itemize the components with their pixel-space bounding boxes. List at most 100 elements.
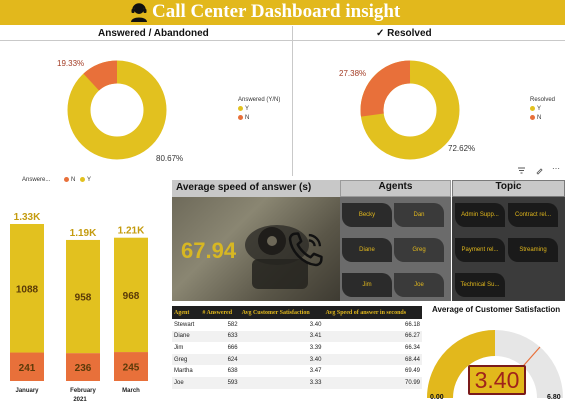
column-header-satisfaction[interactable]: Avg Customer Satisfaction — [239, 306, 324, 319]
monthly-legend-title: Answere... — [22, 177, 51, 183]
legend-dot — [530, 106, 535, 111]
agent-performance-table: Agent # Answered Avg Customer Satisfacti… — [172, 306, 422, 389]
column-header-answered[interactable]: # Answered — [200, 306, 240, 319]
bar-value-label: 236 — [75, 363, 92, 374]
bar-value-label: 241 — [19, 363, 36, 374]
agents-title: Agents — [378, 181, 413, 192]
cell-agent: Martha — [174, 368, 193, 375]
bar-y-march[interactable] — [114, 237, 148, 353]
topic-button-admin-support[interactable]: Admin Supp... — [455, 203, 505, 227]
legend-dot — [238, 115, 243, 120]
monthly-stacked-bar-chart[interactable]: 241 1088 1.33K January 236 958 1.19K February 24… — [0, 188, 172, 409]
cell-agent: Jim — [174, 344, 184, 351]
table-header-row: Agent # Answered Avg Customer Satisfacti… — [172, 306, 422, 319]
topic-button-contract-related[interactable]: Contract rel... — [508, 203, 558, 227]
answered-slice-y[interactable] — [67, 60, 167, 160]
cell-satisfaction: 3.47 — [309, 368, 322, 375]
answered-slice-n[interactable] — [83, 60, 118, 91]
bar-y-january[interactable] — [10, 224, 44, 353]
cell-speed: 66.27 — [323, 330, 422, 343]
cell-satisfaction: 3.40 — [239, 353, 324, 366]
filter-icon[interactable] — [517, 166, 526, 175]
legend-dot — [238, 106, 243, 111]
answered-panel-title: Answered / Abandoned — [98, 28, 209, 39]
gauge-fill — [427, 330, 496, 399]
agent-button-dan[interactable]: Dan — [394, 203, 444, 227]
resolved-n-percent: 27.38% — [339, 69, 367, 78]
legend-dot — [80, 177, 85, 182]
topic-button-streaming[interactable]: Streaming — [508, 238, 558, 262]
cell-satisfaction: 3.41 — [239, 330, 324, 343]
cell-satisfaction: 3.33 — [239, 376, 324, 389]
bar-n-march[interactable] — [114, 352, 148, 381]
headset-agent-icon — [131, 3, 147, 22]
agent-button-jim[interactable]: Jim — [342, 273, 392, 297]
column-header-agent[interactable]: Agent — [172, 306, 201, 319]
monthly-legend-y[interactable]: Y — [80, 177, 91, 183]
gauge-target-marker — [522, 346, 541, 367]
resolved-legend-y[interactable]: Y — [530, 106, 541, 112]
cell-agent: Greg — [172, 353, 201, 366]
cell-answered: 593 — [200, 376, 240, 389]
bar-category-label: February — [70, 388, 96, 394]
table-row: Martha 638 3.47 69.49 — [172, 365, 422, 377]
bar-total-label: 1.33K — [14, 212, 41, 223]
cell-satisfaction: 3.39 — [309, 344, 322, 351]
cell-answered: 624 — [200, 353, 240, 366]
cell-speed: 66.34 — [404, 344, 420, 351]
monthly-legend-n[interactable]: N — [64, 177, 75, 183]
resolved-slice-n[interactable] — [360, 60, 411, 117]
bar-value-label: 958 — [75, 293, 92, 304]
dashboard-title: Call Center Dashboard insight — [152, 1, 401, 22]
agent-button-greg[interactable]: Greg — [394, 238, 444, 262]
bar-value-label: 1088 — [16, 284, 39, 295]
agent-button-diane[interactable]: Diane — [342, 238, 392, 262]
table-row: Jim 666 3.39 66.34 — [172, 342, 422, 354]
column-header-speed[interactable]: Avg Speed of answer in seconds — [323, 306, 422, 319]
agent-button-becky[interactable]: Becky — [342, 203, 392, 227]
answered-legend-y[interactable]: Y — [238, 106, 249, 112]
resolved-y-percent: 72.62% — [448, 144, 476, 153]
resolved-donut-chart[interactable] — [355, 55, 465, 165]
phone-call-icon — [288, 232, 323, 267]
topic-button-technical-support[interactable]: Technical Su... — [455, 273, 505, 297]
speed-panel-title: Average speed of answer (s) — [176, 182, 312, 193]
header-divider — [0, 40, 565, 41]
agents-header — [340, 180, 451, 197]
legend-dot — [64, 177, 69, 182]
bar-value-label: 968 — [123, 291, 140, 302]
agent-button-joe[interactable]: Joe — [394, 273, 444, 297]
bar-total-label: 1.19K — [70, 228, 97, 239]
bar-y-february[interactable] — [66, 239, 100, 354]
resolved-legend-title: Resolved — [530, 97, 556, 103]
more-options-icon[interactable]: ⋯ — [552, 164, 560, 173]
bar-category-label: March — [122, 388, 140, 394]
gauge-min-label: 0.00 — [430, 394, 444, 401]
cell-satisfaction: 3.40 — [309, 321, 322, 328]
cell-speed: 70.99 — [323, 376, 422, 389]
table-row: Diane 633 3.41 66.27 — [172, 330, 422, 343]
satisfaction-gauge[interactable] — [424, 312, 565, 409]
table-row: Stewart 582 3.40 66.18 — [172, 319, 422, 331]
answered-y-percent: 80.67% — [156, 154, 184, 163]
focus-mode-icon[interactable] — [535, 166, 544, 175]
cell-answered: 582 — [227, 321, 238, 328]
cell-agent: Joe — [172, 376, 201, 389]
cell-agent: Stewart — [174, 321, 195, 328]
cell-speed: 69.49 — [404, 368, 420, 375]
bar-n-january[interactable] — [10, 352, 44, 381]
speed-value: 67.94 — [181, 238, 237, 263]
legend-dot — [530, 115, 535, 120]
gauge-title: Average of Customer Satisfaction — [432, 305, 561, 314]
answered-legend-n[interactable]: N — [238, 115, 249, 121]
cell-speed: 66.18 — [404, 321, 420, 328]
bar-n-february[interactable] — [66, 353, 100, 381]
gauge-max-label: 6.80 — [547, 394, 561, 401]
resolved-panel-title: ✓ Resolved — [376, 28, 432, 39]
resolved-legend-n[interactable]: N — [530, 115, 541, 121]
answered-n-percent: 19.33% — [57, 59, 85, 68]
answered-donut-chart[interactable] — [62, 55, 172, 165]
topic-button-payment-related[interactable]: Payment rel... — [455, 238, 505, 262]
bar-total-label: 1.21K — [118, 226, 145, 237]
bar-value-label: 245 — [123, 363, 140, 374]
